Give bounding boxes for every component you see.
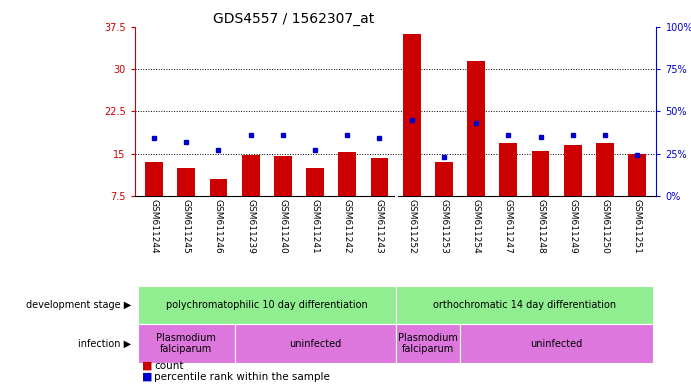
Bar bbox=[596, 144, 614, 196]
Text: percentile rank within the sample: percentile rank within the sample bbox=[154, 372, 330, 382]
Bar bbox=[145, 162, 163, 196]
Text: development stage ▶: development stage ▶ bbox=[26, 300, 131, 310]
Text: GSM611244: GSM611244 bbox=[149, 199, 158, 253]
Text: GSM611249: GSM611249 bbox=[568, 199, 577, 253]
Text: GSM611246: GSM611246 bbox=[214, 199, 223, 253]
Bar bbox=[306, 168, 324, 196]
Bar bbox=[242, 155, 260, 196]
Text: GSM611241: GSM611241 bbox=[310, 199, 319, 253]
Text: GSM611254: GSM611254 bbox=[472, 199, 481, 253]
Text: GSM611250: GSM611250 bbox=[600, 199, 609, 253]
Bar bbox=[531, 151, 549, 196]
Text: GSM611239: GSM611239 bbox=[246, 199, 255, 253]
Bar bbox=[564, 145, 582, 196]
Bar bbox=[467, 61, 485, 196]
Text: polychromatophilic 10 day differentiation: polychromatophilic 10 day differentiatio… bbox=[166, 300, 368, 310]
Text: GSM611253: GSM611253 bbox=[439, 199, 448, 253]
Text: GSM611242: GSM611242 bbox=[343, 199, 352, 253]
Bar bbox=[628, 154, 646, 196]
Text: GSM611247: GSM611247 bbox=[504, 199, 513, 253]
Text: GSM611252: GSM611252 bbox=[407, 199, 416, 253]
Text: count: count bbox=[154, 361, 184, 371]
Text: uninfected: uninfected bbox=[289, 339, 341, 349]
Bar bbox=[339, 152, 356, 196]
Text: GSM611243: GSM611243 bbox=[375, 199, 384, 253]
Text: Plasmodium
falciparum: Plasmodium falciparum bbox=[156, 333, 216, 354]
Text: ■: ■ bbox=[142, 361, 152, 371]
Bar bbox=[500, 144, 517, 196]
Text: GSM611251: GSM611251 bbox=[633, 199, 642, 253]
Text: orthochromatic 14 day differentiation: orthochromatic 14 day differentiation bbox=[433, 300, 616, 310]
Text: infection ▶: infection ▶ bbox=[78, 339, 131, 349]
Bar bbox=[178, 168, 195, 196]
Text: GSM611240: GSM611240 bbox=[278, 199, 287, 253]
Text: GSM611248: GSM611248 bbox=[536, 199, 545, 253]
Bar bbox=[274, 156, 292, 196]
Text: GDS4557 / 1562307_at: GDS4557 / 1562307_at bbox=[213, 12, 375, 26]
Text: ■: ■ bbox=[142, 372, 152, 382]
Text: GSM611245: GSM611245 bbox=[182, 199, 191, 253]
Bar bbox=[403, 34, 421, 196]
Bar bbox=[209, 179, 227, 196]
Bar bbox=[435, 162, 453, 196]
Text: Plasmodium
falciparum: Plasmodium falciparum bbox=[398, 333, 457, 354]
Text: uninfected: uninfected bbox=[531, 339, 583, 349]
Bar bbox=[370, 158, 388, 196]
